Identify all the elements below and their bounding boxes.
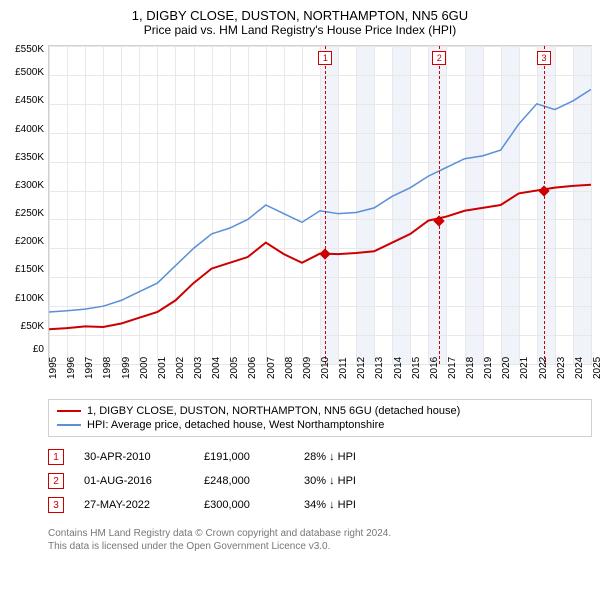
x-tick-label: 2025	[592, 357, 600, 379]
x-tick-label: 2008	[284, 357, 295, 379]
x-tick-label: 2011	[338, 357, 349, 379]
x-tick-label: 1998	[102, 357, 113, 379]
event-marker-1: 1	[318, 51, 332, 65]
event-price: £248,000	[204, 475, 284, 487]
event-date: 01-AUG-2016	[84, 475, 184, 487]
y-tick-label: £250K	[8, 209, 48, 219]
x-tick-label: 2002	[175, 357, 186, 379]
event-number-marker: 3	[48, 497, 64, 513]
x-tick-label: 2022	[538, 357, 549, 379]
event-delta: 28% ↓ HPI	[304, 451, 356, 463]
chart-subtitle: Price paid vs. HM Land Registry's House …	[8, 23, 592, 37]
legend-label: HPI: Average price, detached house, West…	[87, 419, 384, 431]
x-tick-label: 2001	[157, 357, 168, 379]
legend-item: 1, DIGBY CLOSE, DUSTON, NORTHAMPTON, NN5…	[57, 404, 583, 418]
legend-item: HPI: Average price, detached house, West…	[57, 418, 583, 432]
y-tick-label: £100K	[8, 294, 48, 304]
chart-title: 1, DIGBY CLOSE, DUSTON, NORTHAMPTON, NN5…	[8, 8, 592, 23]
x-tick-label: 2018	[465, 357, 476, 379]
y-tick-label: £150K	[8, 265, 48, 275]
event-row: 2 01-AUG-2016 £248,000 30% ↓ HPI	[48, 469, 592, 493]
event-line-2	[439, 46, 440, 364]
x-tick-label: 2017	[447, 357, 458, 379]
event-date: 27-MAY-2022	[84, 499, 184, 511]
x-tick-label: 2019	[483, 357, 494, 379]
event-line-3	[544, 46, 545, 364]
line-svg	[49, 46, 591, 364]
y-tick-label: £500K	[8, 68, 48, 78]
event-price: £191,000	[204, 451, 284, 463]
event-marker-3: 3	[537, 51, 551, 65]
y-tick-label: £550K	[8, 45, 48, 55]
x-tick-label: 2003	[193, 357, 204, 379]
event-row: 1 30-APR-2010 £191,000 28% ↓ HPI	[48, 445, 592, 469]
x-tick-label: 2015	[411, 357, 422, 379]
x-tick-label: 1997	[84, 357, 95, 379]
x-tick-label: 2016	[429, 357, 440, 379]
event-marker-2: 2	[432, 51, 446, 65]
x-tick-label: 2024	[574, 357, 585, 379]
legend-label: 1, DIGBY CLOSE, DUSTON, NORTHAMPTON, NN5…	[87, 405, 460, 417]
y-tick-label: £300K	[8, 181, 48, 191]
x-tick-label: 2014	[393, 357, 404, 379]
event-number-marker: 2	[48, 473, 64, 489]
x-tick-label: 2007	[266, 357, 277, 379]
x-tick-label: 2010	[320, 357, 331, 379]
x-tick-label: 2023	[556, 357, 567, 379]
event-delta: 30% ↓ HPI	[304, 475, 356, 487]
x-tick-label: 2013	[374, 357, 385, 379]
y-tick-label: £50K	[8, 322, 48, 332]
y-tick-label: £400K	[8, 125, 48, 135]
chart-container: £550K £500K £450K £400K £350K £300K £250K £200K…	[8, 45, 592, 389]
disclaimer-line-2: This data is licensed under the Open Gov…	[48, 540, 592, 553]
x-tick-label: 2000	[139, 357, 150, 379]
x-tick-label: 2021	[519, 357, 530, 379]
legend-swatch	[57, 424, 81, 426]
disclaimer: Contains HM Land Registry data © Crown c…	[48, 527, 592, 553]
x-tick-label: 1995	[48, 357, 59, 379]
y-tick-label: £350K	[8, 153, 48, 163]
event-price: £300,000	[204, 499, 284, 511]
x-axis: 1995199619971998199920002001200220032004…	[48, 365, 592, 389]
x-tick-label: 2012	[356, 357, 367, 379]
disclaimer-line-1: Contains HM Land Registry data © Crown c…	[48, 527, 592, 540]
plot-area: 1 2 3	[48, 45, 592, 365]
x-tick-label: 1999	[121, 357, 132, 379]
y-tick-label: £0	[8, 345, 48, 355]
event-row: 3 27-MAY-2022 £300,000 34% ↓ HPI	[48, 493, 592, 517]
y-tick-label: £450K	[8, 96, 48, 106]
x-tick-label: 2004	[211, 357, 222, 379]
x-tick-label: 2009	[302, 357, 313, 379]
x-tick-label: 2006	[247, 357, 258, 379]
x-tick-label: 2005	[229, 357, 240, 379]
y-tick-label: £200K	[8, 237, 48, 247]
x-tick-label: 2020	[501, 357, 512, 379]
event-number-marker: 1	[48, 449, 64, 465]
series-property	[49, 185, 591, 330]
x-tick-label: 1996	[66, 357, 77, 379]
series-hpi	[49, 89, 591, 312]
events-table: 1 30-APR-2010 £191,000 28% ↓ HPI 2 01-AUG-201…	[48, 445, 592, 517]
event-delta: 34% ↓ HPI	[304, 499, 356, 511]
event-line-1	[325, 46, 326, 364]
legend: 1, DIGBY CLOSE, DUSTON, NORTHAMPTON, NN5…	[48, 399, 592, 437]
event-date: 30-APR-2010	[84, 451, 184, 463]
legend-swatch	[57, 410, 81, 412]
y-axis: £550K £500K £450K £400K £350K £300K £250K £200K…	[8, 45, 48, 365]
